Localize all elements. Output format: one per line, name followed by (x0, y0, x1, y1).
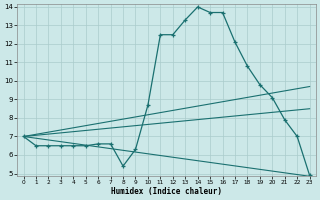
X-axis label: Humidex (Indice chaleur): Humidex (Indice chaleur) (111, 187, 222, 196)
